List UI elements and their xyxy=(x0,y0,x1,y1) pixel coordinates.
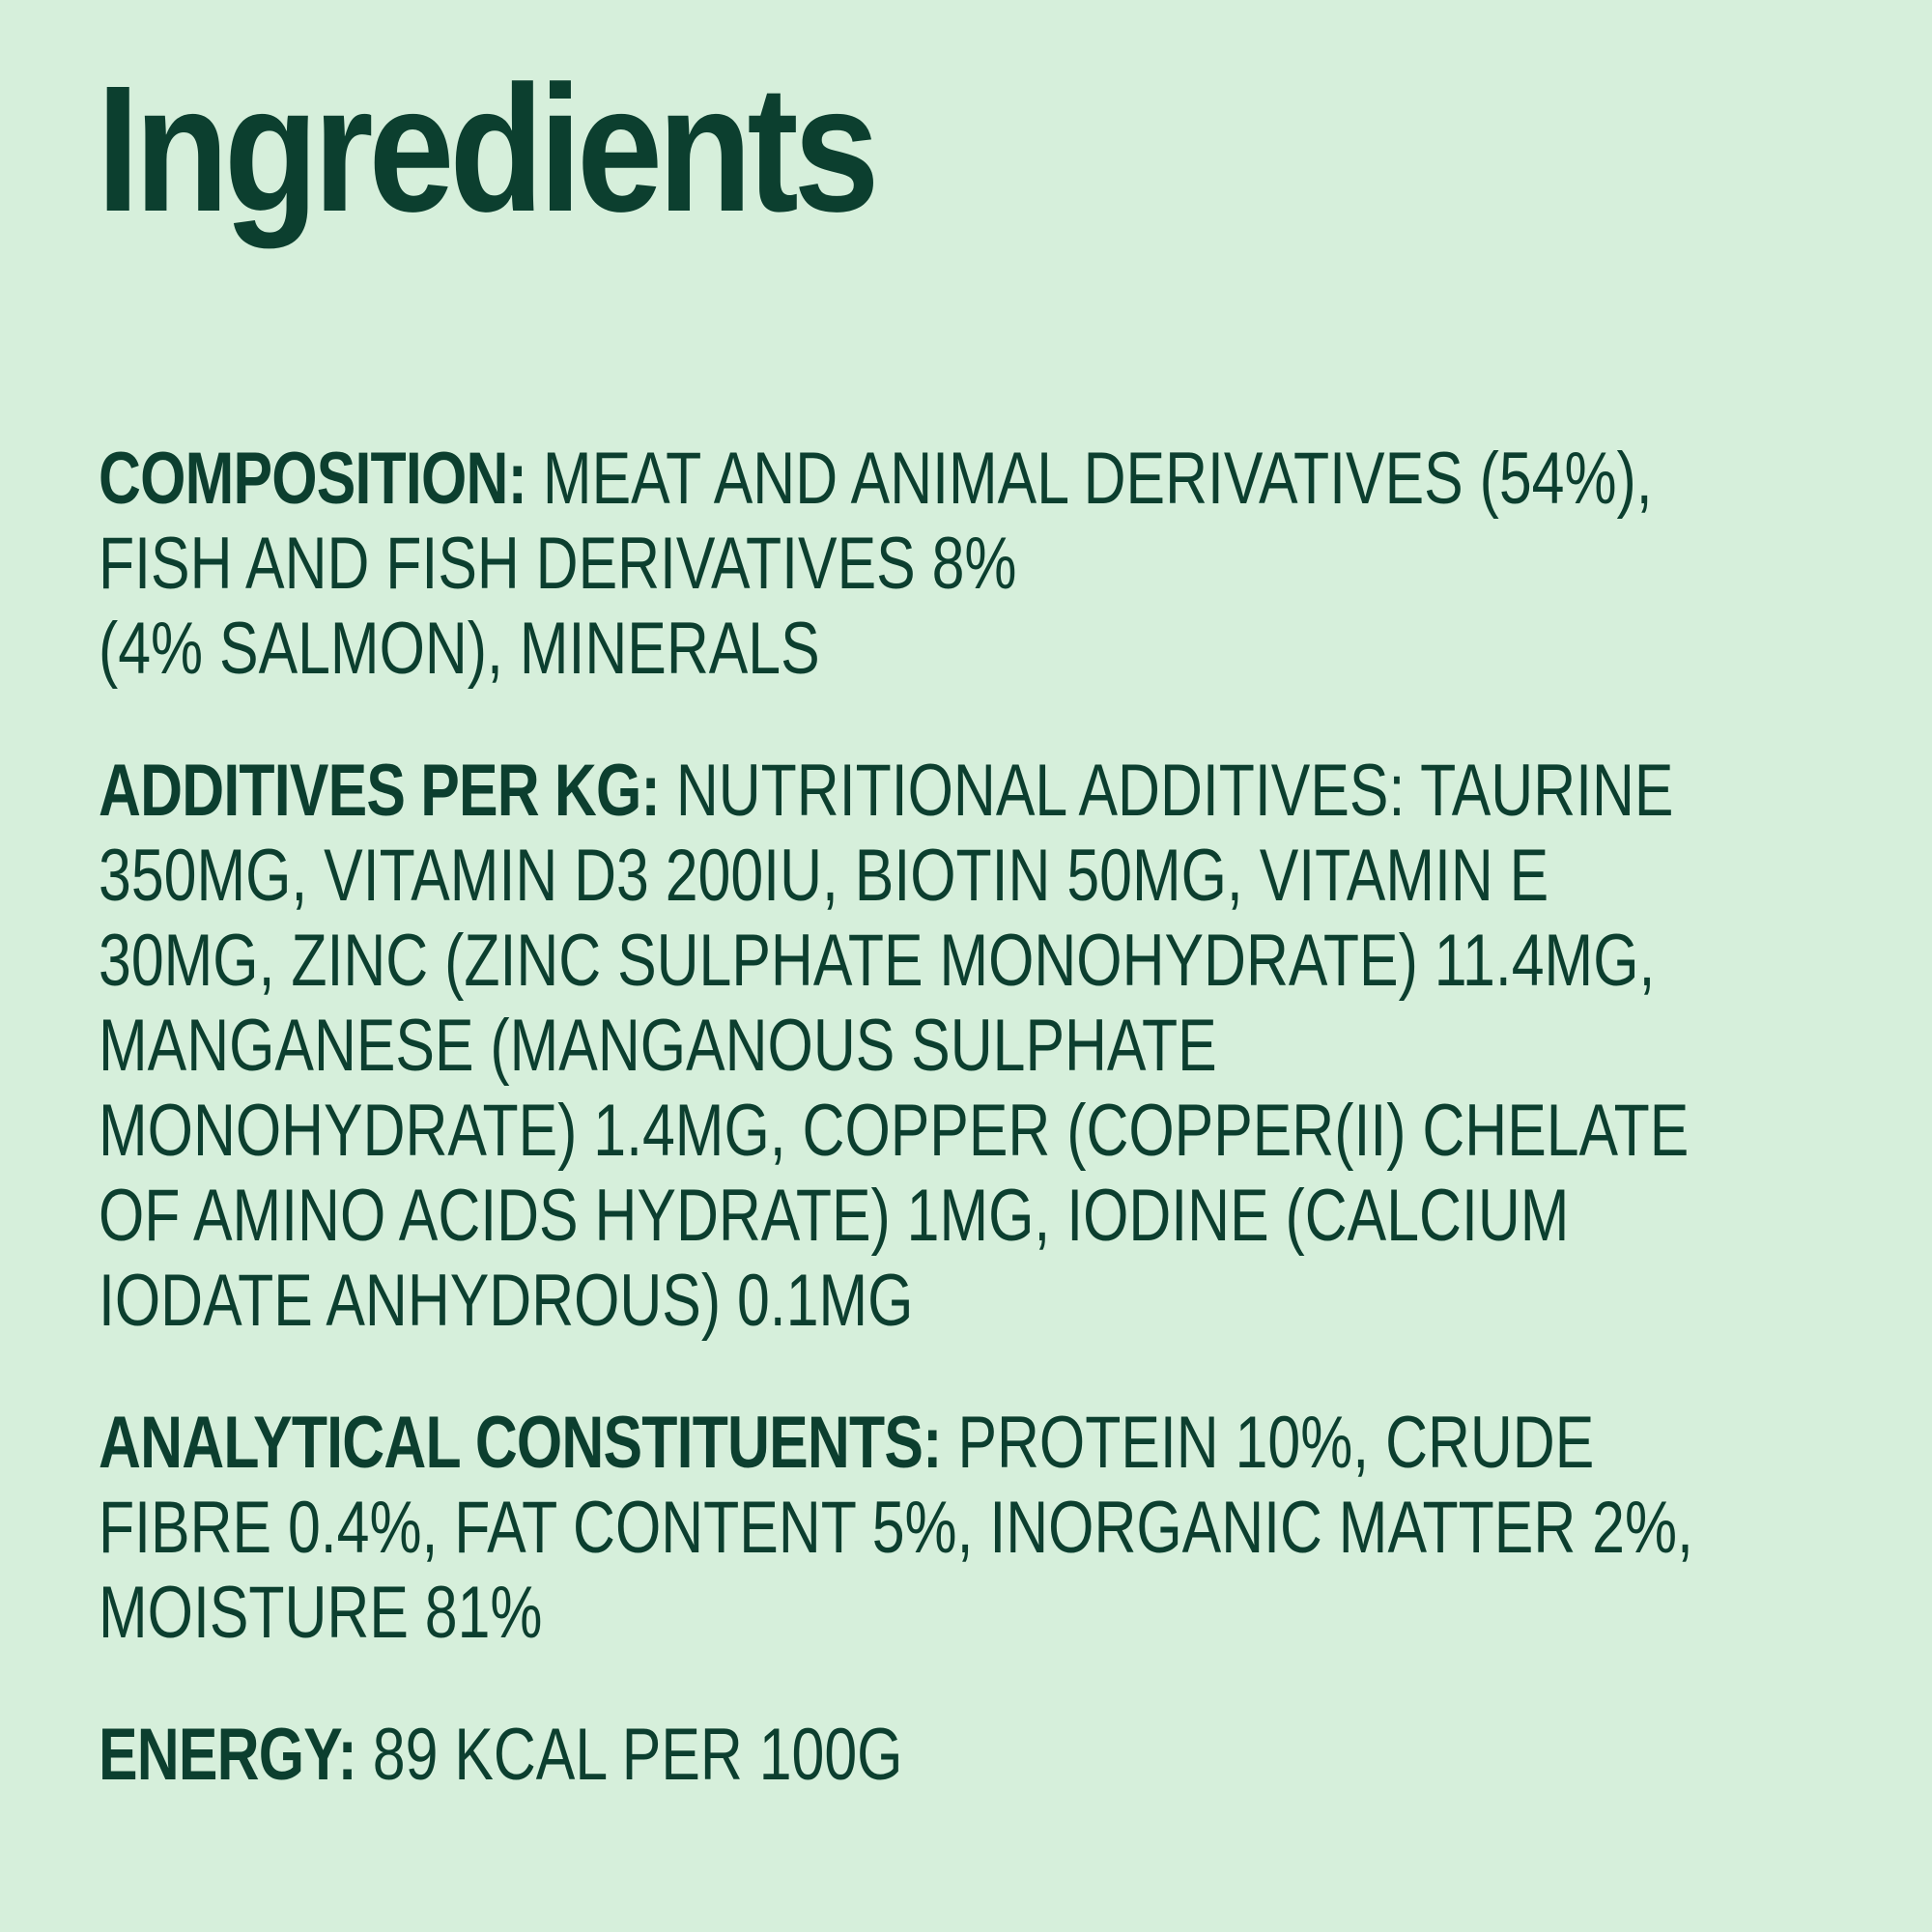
section-line: IODATE ANHYDROUS) 0.1MG xyxy=(99,1260,914,1342)
section-label: ADDITIVES PER KG: xyxy=(99,750,661,832)
ingredients-content: COMPOSITION: MEAT AND ANIMAL DERIVATIVES… xyxy=(99,437,1932,1855)
section-line: 30MG, ZINC (ZINC SULPHATE MONOHYDRATE) 1… xyxy=(99,920,1656,1002)
section-line: ADDITIVES PER KG: NUTRITIONAL ADDITIVES:… xyxy=(99,749,1693,834)
section-label: ENERGY: xyxy=(99,1714,357,1796)
section-line: ANALYTICAL CONSTITUENTS: PROTEIN 10%, CR… xyxy=(99,1401,1693,1486)
energy-section: ENERGY: 89 KCAL PER 100G xyxy=(99,1713,1932,1798)
section-line: COMPOSITION: MEAT AND ANIMAL DERIVATIVES… xyxy=(99,437,1693,522)
section-text: MEAT AND ANIMAL DERIVATIVES (54%), xyxy=(526,438,1653,520)
section-line: 350MG, VITAMIN D3 200IU, BIOTIN 50MG, VI… xyxy=(99,835,1549,917)
section-line: FISH AND FISH DERIVATIVES 8% xyxy=(99,523,1017,605)
section-text: 89 KCAL PER 100G xyxy=(355,1714,903,1796)
section-line: MOISTURE 81% xyxy=(99,1572,543,1654)
additives-section: ADDITIVES PER KG: NUTRITIONAL ADDITIVES:… xyxy=(99,749,1932,1344)
section-line: MANGANESE (MANGANOUS SULPHATE xyxy=(99,1005,1217,1087)
section-line: (4% SALMON), MINERALS xyxy=(99,608,820,690)
section-line: MONOHYDRATE) 1.4MG, COPPER (COPPER(II) C… xyxy=(99,1090,1690,1172)
composition-section: COMPOSITION: MEAT AND ANIMAL DERIVATIVES… xyxy=(99,437,1932,692)
section-text: NUTRITIONAL ADDITIVES: TAURINE xyxy=(659,750,1674,832)
analytical-constituents-section: ANALYTICAL CONSTITUENTS: PROTEIN 10%, CR… xyxy=(99,1401,1932,1656)
section-line: ENERGY: 89 KCAL PER 100G xyxy=(99,1713,1693,1798)
section-line: OF AMINO ACIDS HYDRATE) 1MG, IODINE (CAL… xyxy=(99,1175,1570,1257)
section-text: PROTEIN 10%, CRUDE xyxy=(941,1402,1595,1484)
section-line: FIBRE 0.4%, FAT CONTENT 5%, INORGANIC MA… xyxy=(99,1487,1693,1569)
section-label: ANALYTICAL CONSTITUENTS: xyxy=(99,1402,942,1484)
page-title: Ingredients xyxy=(97,49,880,249)
section-label: COMPOSITION: xyxy=(99,438,527,520)
